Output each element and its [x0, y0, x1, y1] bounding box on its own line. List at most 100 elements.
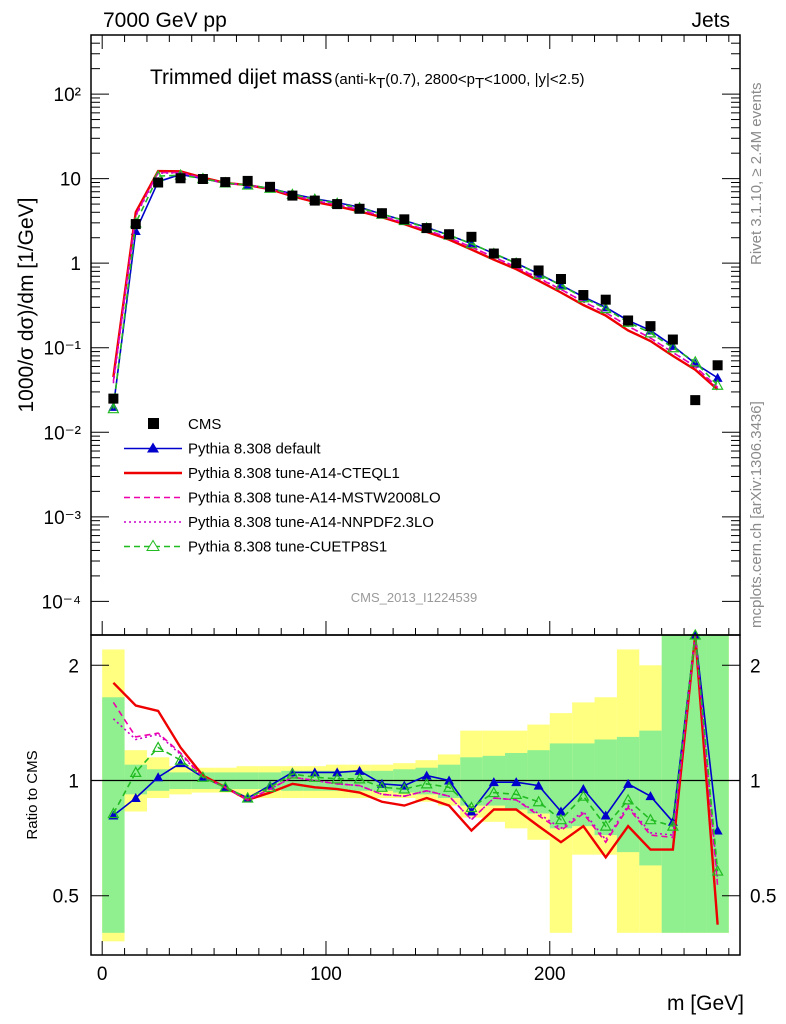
series-point-cuetp8s1 [689, 355, 702, 367]
header-left: 7000 GeV pp [103, 9, 227, 32]
legend-label: Pythia 8.308 tune-CUETP8S1 [188, 539, 387, 556]
cms-data-point [130, 219, 141, 230]
ratio-point-default [175, 758, 186, 768]
legend-marker-triangle [147, 442, 159, 453]
cms-data-point [242, 175, 253, 186]
ratio-point-cuetp8s1 [666, 819, 679, 831]
ratio-point-default [533, 780, 544, 790]
cms-data-point [399, 214, 410, 225]
ratio-tick-label: 2 [68, 656, 79, 677]
cms-data-point [309, 195, 320, 206]
ratio-plot-marks [107, 628, 724, 925]
ratio-point-cuetp8s1 [510, 788, 523, 799]
cms-data-point [332, 199, 343, 210]
cms-data-point [175, 173, 186, 184]
band-green-bin [549, 743, 573, 829]
ratio-point-default [578, 784, 589, 794]
cms-data-point [265, 181, 276, 192]
ratio-point-default [444, 775, 455, 785]
cms-data-point [645, 321, 656, 332]
side-label-top: Rivet 3.1.10, ≥ 2.4M events [748, 83, 765, 266]
ratio-tick-label-right: 2 [750, 656, 761, 677]
ratio-tick-label-right: 0.5 [750, 887, 776, 908]
ratio-tick-label-right: 1 [750, 772, 761, 793]
series-line-4 [112, 174, 719, 409]
ratio-point-cuetp8s1 [353, 772, 366, 784]
ratio-uncertainty-bands [91, 635, 740, 942]
band-green-bin [460, 757, 483, 806]
x-axis-label: m [GeV] [667, 992, 744, 1015]
ratio-point-default [511, 777, 522, 787]
ratio-point-cuetp8s1 [174, 753, 187, 765]
ratio-point-default [600, 810, 611, 820]
title-sub2-t: T [475, 75, 484, 92]
series-point-default [712, 372, 723, 382]
ratio-point-cuetp8s1 [622, 793, 635, 805]
cms-data-point [376, 208, 387, 219]
band-green-bin [594, 739, 617, 836]
ratio-point-cuetp8s1 [219, 781, 232, 792]
ratio-tick-label: 0.5 [53, 887, 79, 908]
cms-data-point [690, 395, 701, 406]
ratio-point-cuetp8s1 [152, 741, 165, 753]
cms-data-point [511, 258, 522, 269]
ratio-point-default [421, 770, 432, 780]
ratio-point-cuetp8s1 [308, 770, 321, 782]
ratio-point-default [623, 778, 634, 788]
ratio-point-default [153, 772, 164, 782]
cms-data-point [533, 265, 544, 276]
cms-data-point [667, 334, 678, 345]
y-tick-label: 10⁻² [44, 423, 82, 444]
cms-data-point [488, 248, 499, 259]
legend-label: Pythia 8.308 default [188, 441, 321, 458]
ratio-point-cuetp8s1 [129, 766, 142, 778]
band-green-bin [124, 764, 147, 795]
ratio-point-cuetp8s1 [107, 807, 120, 819]
ratio-point-default [488, 777, 499, 787]
y-tick-label: 1 [70, 254, 81, 275]
ratio-point-cuetp8s1 [420, 777, 433, 789]
series-line-0 [112, 173, 719, 407]
ratio-point-cuetp8s1 [577, 789, 590, 801]
cms-data-point [220, 177, 231, 188]
cms-data-point [578, 290, 589, 301]
ratio-point-cuetp8s1 [554, 813, 567, 825]
band-green-bin [661, 635, 685, 933]
legend-label: Pythia 8.308 tune-A14-MSTW2008LO [188, 490, 441, 507]
cms-data-point [444, 229, 455, 240]
x-tick-label: 0 [97, 964, 108, 985]
series-line-3 [112, 172, 719, 390]
cms-data-point [197, 174, 208, 185]
ratio-point-cuetp8s1 [375, 781, 388, 792]
ratio-point-default [645, 791, 656, 801]
ratio-point-cuetp8s1 [286, 767, 299, 779]
series-point-cuetp8s1 [644, 326, 657, 338]
main-plot-marks [107, 168, 724, 414]
x-tick-label: 200 [534, 964, 566, 985]
ratio-point-cuetp8s1 [532, 795, 545, 807]
ratio-point-cuetp8s1 [331, 772, 344, 784]
title-sub-t: T [376, 75, 385, 92]
ratio-point-cuetp8s1 [241, 791, 254, 803]
series-line-1 [112, 169, 719, 391]
band-green-bin [684, 635, 707, 933]
cms-data-point [108, 393, 119, 404]
cms-data-point [421, 223, 432, 234]
ratio-tick-label: 1 [68, 772, 79, 793]
y-tick-label: 10⁻⁴ [42, 592, 81, 613]
series-point-cuetp8s1 [711, 379, 724, 390]
chart-title: Trimmed dijet mass (anti-kT(0.7), 2800<pT… [150, 66, 584, 92]
legend-swatch-cms [148, 418, 159, 429]
cms-data-point [555, 273, 566, 284]
cms-data-point [623, 315, 634, 326]
ratio-point-cuetp8s1 [487, 786, 500, 798]
ratio-point-cuetp8s1 [465, 801, 478, 813]
y-tick-label: 10⁻³ [44, 508, 82, 529]
ratio-point-cuetp8s1 [264, 781, 277, 792]
ratio-point-default [130, 793, 141, 803]
series-line-2 [112, 171, 719, 388]
legend-label: Pythia 8.308 tune-A14-NNPDF2.3LO [188, 514, 434, 531]
ratio-point-default [354, 765, 365, 775]
series-point-cuetp8s1 [599, 302, 612, 314]
ratio-point-cuetp8s1 [599, 819, 612, 831]
